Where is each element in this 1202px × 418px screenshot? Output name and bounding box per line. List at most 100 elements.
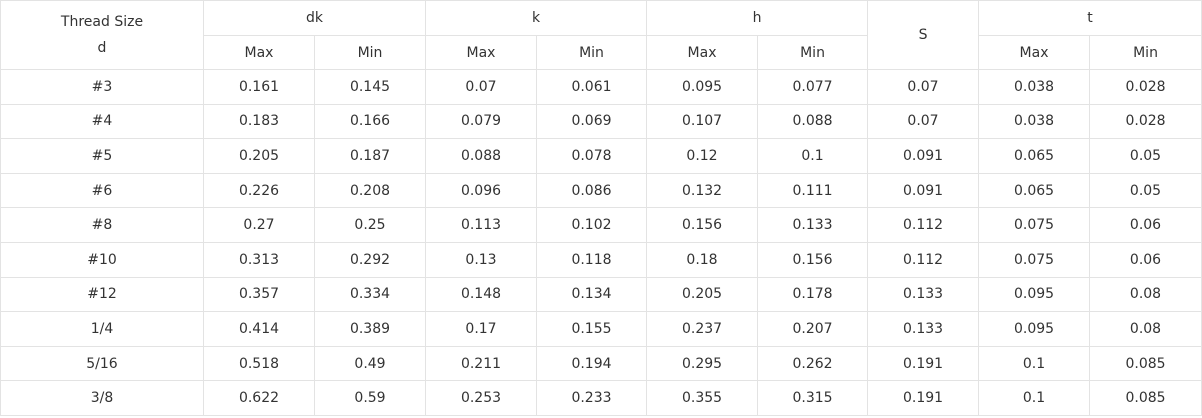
subheader-cell: Min [757, 35, 869, 70]
data-cell: 0.038 [978, 103, 1091, 140]
data-cell: 0.095 [978, 311, 1091, 347]
data-cell: 0.07 [867, 69, 980, 105]
data-cell: 0.191 [867, 380, 980, 416]
data-cell: 0.078 [535, 138, 648, 174]
data-cell: 0.208 [314, 172, 426, 209]
data-cell: 0.334 [314, 276, 426, 313]
subheader-cell: Max [425, 35, 537, 70]
subheader-cell: Max [646, 35, 759, 70]
data-cell: 0.069 [535, 103, 648, 140]
data-cell: 0.187 [314, 138, 426, 174]
data-cell: 0.211 [425, 345, 537, 382]
data-row: #5 0.205 0.187 0.088 0.078 0.12 0.1 0.091 0.065 0… [0, 138, 1202, 174]
data-cell: 0.12 [646, 138, 759, 174]
data-cell: 0.028 [1089, 69, 1202, 105]
header-cell: k [424, 0, 648, 36]
data-row: 3/8 0.622 0.59 0.253 0.233 0.355 0.315 0.191 0.1… [0, 380, 1202, 416]
data-cell: 0.075 [978, 241, 1091, 278]
data-cell: 0.1 [978, 380, 1091, 416]
data-cell: #12 [0, 276, 204, 313]
data-cell: 0.357 [203, 276, 315, 313]
data-cell: 0.161 [203, 69, 315, 105]
subheader-cell: Min [314, 35, 426, 70]
data-cell: 1/4 [0, 311, 204, 347]
header-cell: Thread Size d [0, 0, 204, 70]
data-cell: #5 [0, 138, 204, 174]
data-cell: 0.06 [1089, 241, 1202, 278]
data-cell: 0.518 [203, 345, 315, 382]
data-cell: 0.085 [1089, 345, 1202, 382]
data-cell: 5/16 [0, 345, 204, 382]
data-cell: 0.49 [314, 345, 426, 382]
data-row: #10 0.313 0.292 0.13 0.118 0.18 0.156 0.112 0.07… [0, 241, 1202, 278]
data-cell: 0.07 [867, 103, 980, 140]
data-cell: 0.038 [978, 69, 1091, 105]
header-text: d [97, 40, 107, 56]
subheader-row: Max Min Max Min Max Min Max Min [1, 35, 1202, 70]
data-cell: 0.205 [646, 276, 759, 313]
data-cell: 0.07 [425, 69, 537, 105]
data-cell: 0.145 [314, 69, 426, 105]
header-cell: t [978, 0, 1202, 36]
data-cell: 0.085 [1089, 380, 1202, 416]
data-cell: 0.183 [203, 103, 315, 140]
data-cell: 0.178 [757, 276, 869, 313]
data-cell: 0.075 [978, 207, 1091, 243]
data-cell: 0.355 [646, 380, 759, 416]
data-cell: 0.17 [425, 311, 537, 347]
data-cell: 0.191 [867, 345, 980, 382]
data-cell: 0.102 [535, 207, 648, 243]
data-cell: 0.112 [867, 207, 980, 243]
data-cell: 0.253 [425, 380, 537, 416]
data-row: 1/4 0.414 0.389 0.17 0.155 0.237 0.207 0.133 0.0… [0, 311, 1202, 347]
data-cell: 0.1 [978, 345, 1091, 382]
header-text: Thread Size [60, 14, 144, 30]
data-cell: 3/8 [0, 380, 204, 416]
data-cell: 0.079 [425, 103, 537, 140]
data-cell: 0.27 [203, 207, 315, 243]
data-cell: 0.389 [314, 311, 426, 347]
data-cell: 0.133 [867, 276, 980, 313]
data-cell: 0.095 [978, 276, 1091, 313]
data-cell: 0.133 [867, 311, 980, 347]
data-row: #12 0.357 0.334 0.148 0.134 0.205 0.178 0.133 0.… [0, 276, 1202, 313]
data-cell: 0.065 [978, 138, 1091, 174]
data-cell: 0.1 [757, 138, 869, 174]
data-cell: 0.111 [757, 172, 869, 209]
data-cell: 0.25 [314, 207, 426, 243]
data-cell: 0.233 [535, 380, 648, 416]
data-row: #6 0.226 0.208 0.096 0.086 0.132 0.111 0.091 0.0… [0, 172, 1202, 209]
data-cell: 0.06 [1089, 207, 1202, 243]
data-cell: 0.622 [203, 380, 315, 416]
data-cell: 0.134 [535, 276, 648, 313]
data-cell: 0.148 [425, 276, 537, 313]
data-cell: 0.05 [1089, 138, 1202, 174]
data-cell: #4 [0, 103, 204, 140]
data-cell: 0.086 [535, 172, 648, 209]
data-cell: 0.113 [425, 207, 537, 243]
data-cell: 0.194 [535, 345, 648, 382]
data-cell: 0.061 [535, 69, 648, 105]
data-cell: 0.065 [978, 172, 1091, 209]
data-cell: 0.292 [314, 241, 426, 278]
data-cell: 0.132 [646, 172, 759, 209]
data-cell: 0.118 [535, 241, 648, 278]
data-cell: 0.107 [646, 103, 759, 140]
data-cell: 0.18 [646, 241, 759, 278]
data-cell: 0.166 [314, 103, 426, 140]
subheader-cell: Min [1089, 35, 1202, 70]
data-cell: 0.091 [867, 138, 980, 174]
data-cell: 0.262 [757, 345, 869, 382]
data-cell: #6 [0, 172, 204, 209]
data-cell: 0.028 [1089, 103, 1202, 140]
data-cell: 0.133 [757, 207, 869, 243]
data-cell: 0.08 [1089, 276, 1202, 313]
data-row: 5/16 0.518 0.49 0.211 0.194 0.295 0.262 0.191 0.… [0, 345, 1202, 382]
data-cell: 0.091 [867, 172, 980, 209]
data-row: #8 0.27 0.25 0.113 0.102 0.156 0.133 0.112 0.075… [0, 207, 1202, 243]
data-cell: 0.414 [203, 311, 315, 347]
data-cell: 0.088 [425, 138, 537, 174]
data-cell: 0.096 [425, 172, 537, 209]
